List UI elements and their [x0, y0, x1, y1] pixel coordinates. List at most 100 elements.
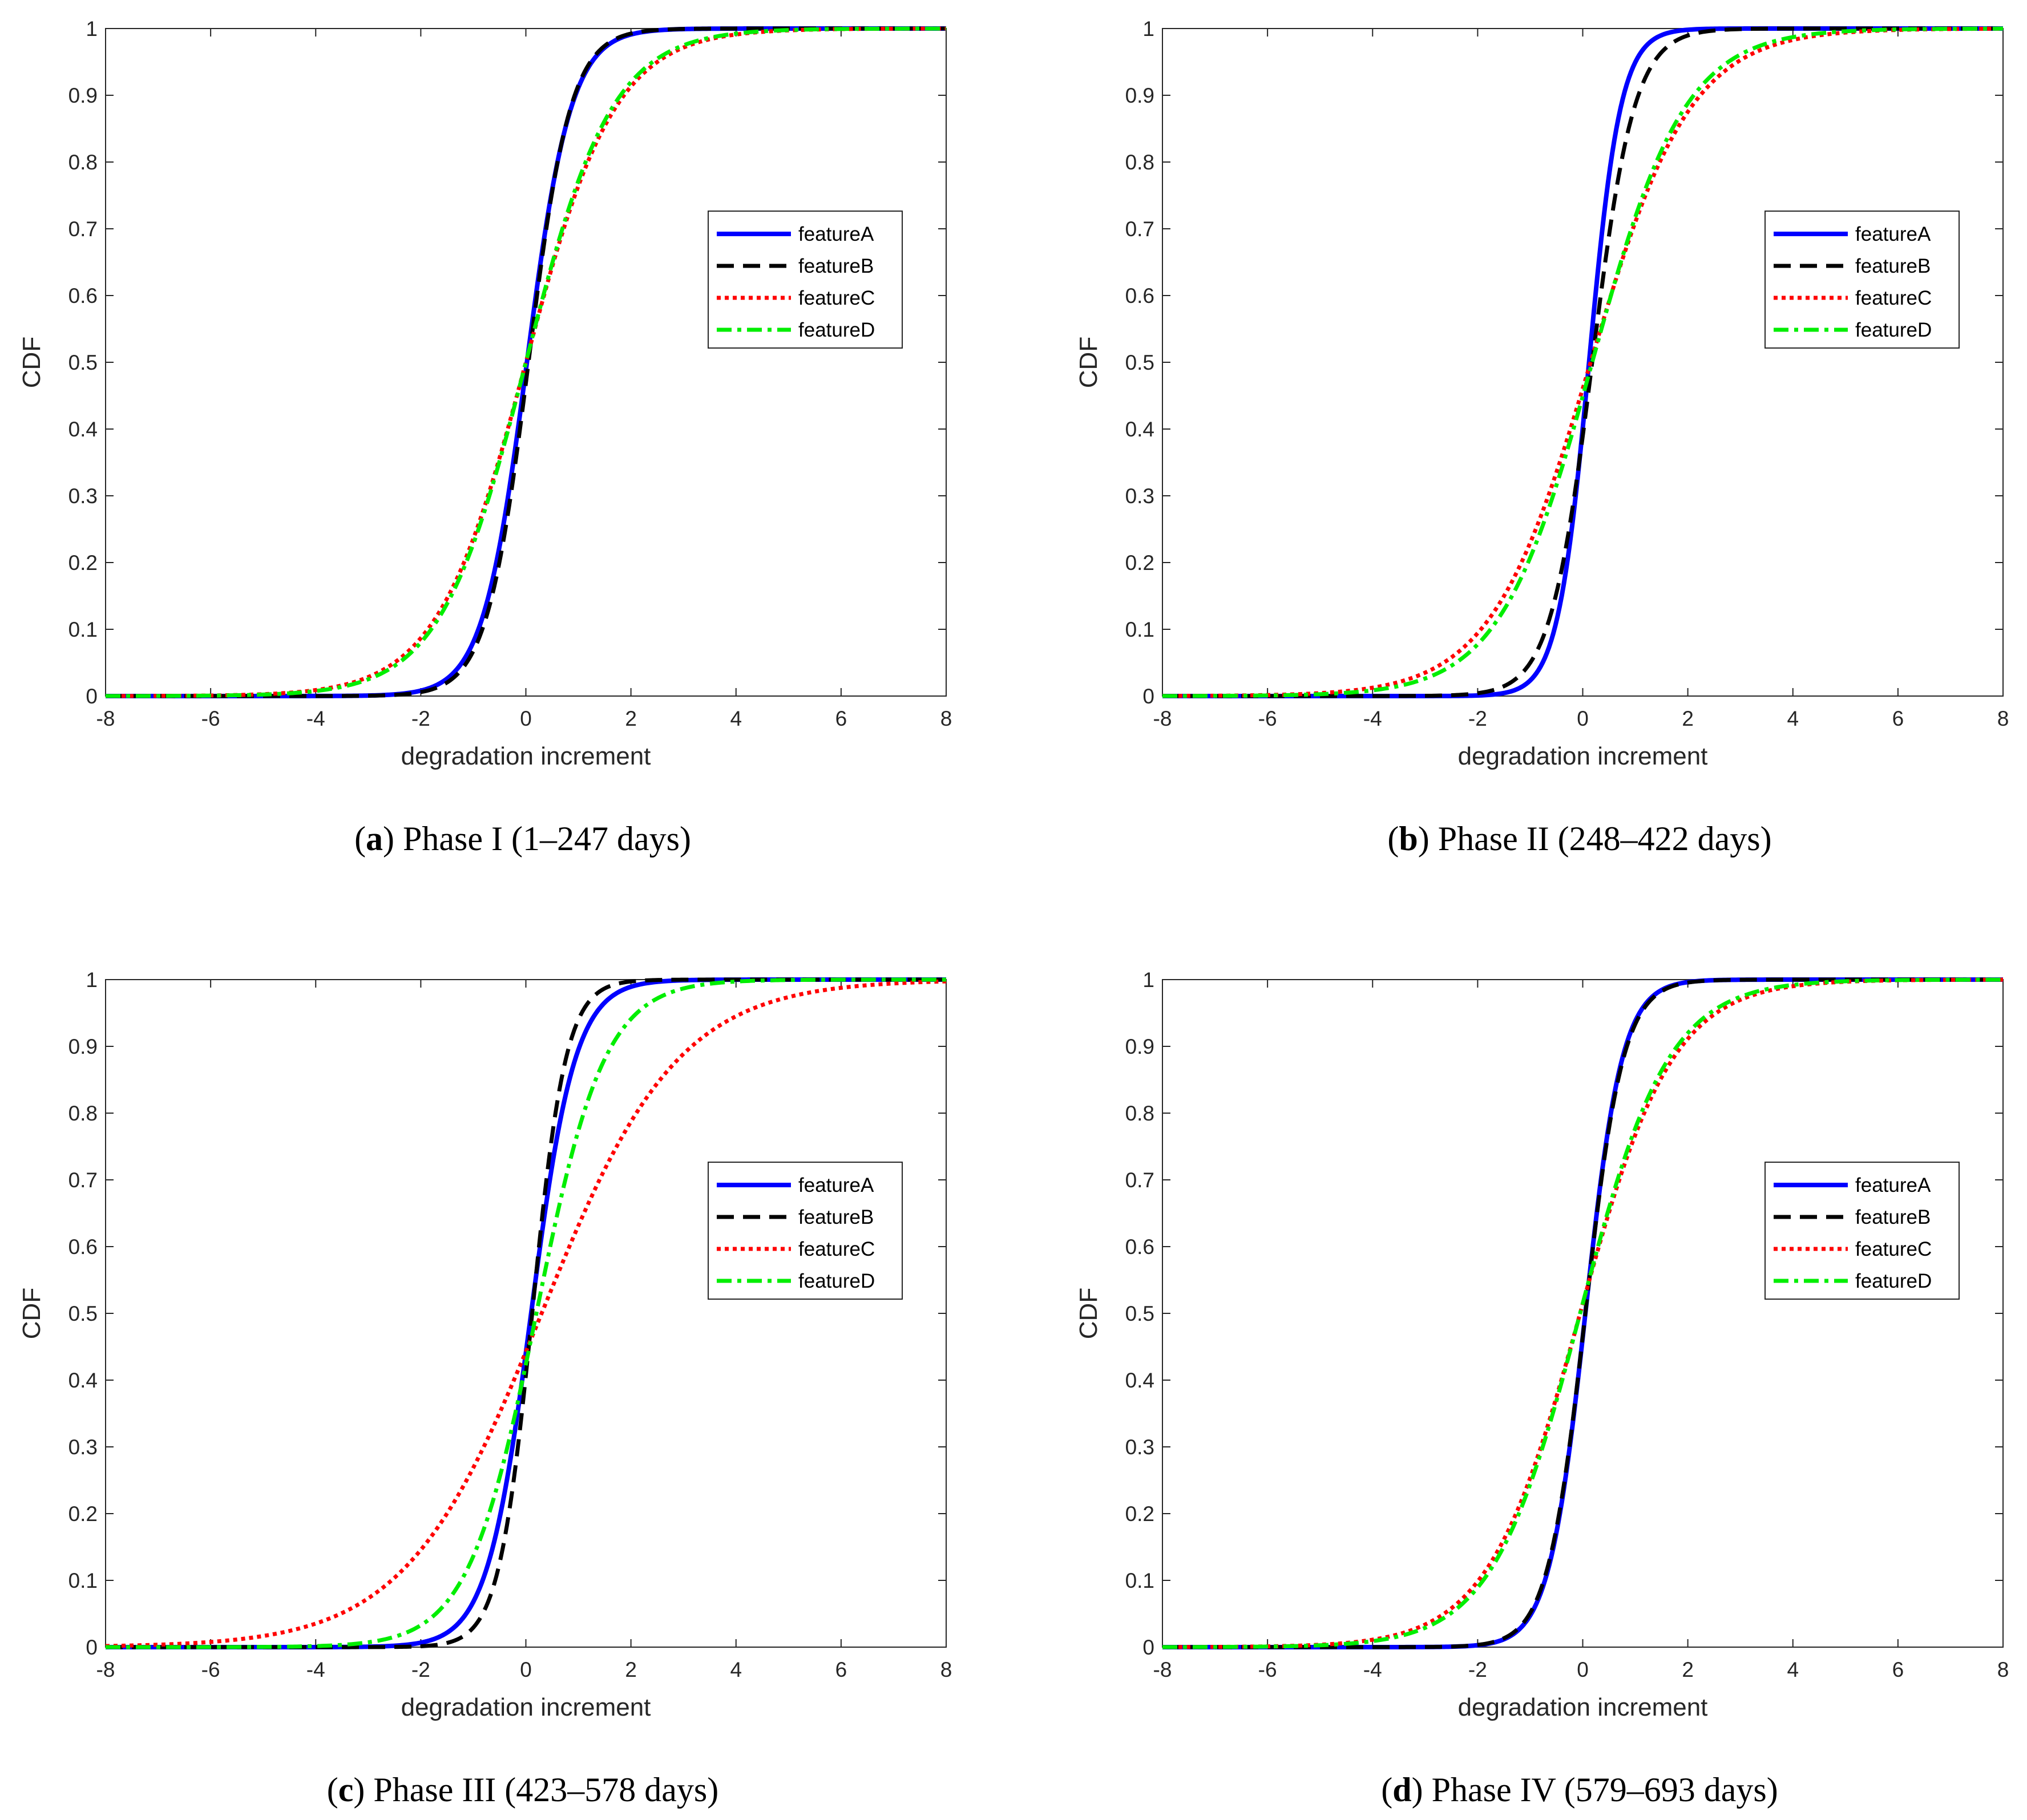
y-tick-label: 0.7	[68, 217, 98, 241]
y-tick-label: 0.7	[1125, 217, 1154, 241]
caption-paren-open: (	[354, 820, 366, 858]
plot-area	[1162, 28, 2004, 697]
panel-caption: (a) Phase I (1–247 days)	[354, 820, 691, 858]
legend-label-featureD: featureD	[1855, 1270, 1932, 1292]
legend-label-featureC: featureC	[1855, 287, 1932, 309]
caption-letter: c	[338, 1771, 354, 1809]
x-tick-label: -4	[306, 707, 325, 730]
x-tick-label: -8	[1153, 707, 1172, 730]
chart-panel-b: -8 -6 -4 -2 0 2 4 6 8 0 0.1 0.2 0.3 0.4 0.5 0.6 0.7 0.8 0.…	[1075, 17, 2009, 858]
y-tick-label: 0.9	[1125, 84, 1154, 107]
y-tick-label: 0.1	[1125, 1569, 1154, 1592]
series-line-featureD	[106, 977, 946, 1649]
caption-paren-open: (	[327, 1771, 338, 1809]
legend: featureA featureB featureC featureD	[1764, 211, 1960, 349]
x-tick-label: -4	[1363, 1658, 1382, 1681]
y-tick-label: 0	[86, 685, 98, 708]
legend-label-featureA: featureA	[798, 223, 874, 245]
y-tick-label: 0	[1142, 685, 1154, 708]
legend-label-featureC: featureC	[798, 1238, 875, 1260]
x-tick-label: 2	[625, 1658, 637, 1681]
y-tick-label: 0.9	[68, 84, 98, 107]
x-tick-label: 8	[940, 707, 952, 730]
chart-panel-a: -8 -6 -4 -2 0 2 4 6 8 0 0.1 0.2 0.3 0.4 0.5 0.6 0.7 0.8 0.…	[18, 17, 952, 858]
y-tick-label: 0.5	[68, 1302, 98, 1325]
legend-label-featureB: featureB	[798, 255, 874, 277]
y-axis-label: CDF	[1075, 337, 1103, 388]
x-tick-label: -8	[96, 707, 115, 730]
caption-paren-close: )	[1418, 820, 1430, 858]
y-tick-label: 0.6	[68, 1235, 98, 1259]
x-tick-label: -2	[411, 707, 430, 730]
panel-caption: (c) Phase III (423–578 days)	[327, 1771, 718, 1809]
x-tick-label: 6	[1892, 1658, 1904, 1681]
y-tick-label: 0.1	[68, 618, 98, 641]
y-axis-label: CDF	[18, 337, 46, 388]
y-tick-label: 0.6	[68, 284, 98, 308]
legend-label-featureD: featureD	[798, 1270, 875, 1292]
y-tick-label: 0.5	[1125, 1302, 1154, 1325]
y-tick-label: 1	[1142, 17, 1154, 41]
y-tick-label: 0.8	[1125, 151, 1154, 174]
series-line-featureD	[1162, 26, 2003, 698]
series-line-featureB	[1162, 977, 2003, 1649]
y-tick-label: 1	[86, 17, 98, 41]
caption-letter: b	[1399, 820, 1418, 858]
x-tick-label: -6	[201, 1658, 220, 1681]
chart-panel-c: -8 -6 -4 -2 0 2 4 6 8 0 0.1 0.2 0.3 0.4 0.5 0.6 0.7 0.8 0.…	[18, 968, 952, 1809]
series-line-featureD	[106, 26, 946, 698]
y-tick-label: 0.2	[1125, 551, 1154, 575]
legend: featureA featureB featureC featureD	[708, 1162, 903, 1300]
x-tick-label: -4	[1363, 707, 1382, 730]
panel-caption: (d) Phase IV (579–693 days)	[1381, 1771, 1778, 1809]
y-tick-label: 0.6	[1125, 284, 1154, 308]
y-tick-label: 0.7	[1125, 1168, 1154, 1192]
legend: featureA featureB featureC featureD	[708, 211, 903, 349]
x-tick-label: 6	[835, 707, 847, 730]
y-tick-label: 0.8	[68, 151, 98, 174]
y-tick-label: 0.2	[1125, 1502, 1154, 1526]
legend-label-featureC: featureC	[1855, 1238, 1932, 1260]
y-tick-label: 0.5	[1125, 351, 1154, 374]
legend-label-featureB: featureB	[1855, 255, 1931, 277]
x-tick-label: 0	[1577, 707, 1589, 730]
x-tick-label: 8	[1997, 1658, 2009, 1681]
y-axis-label: CDF	[1075, 1288, 1103, 1339]
caption-text: Phase IV (579–693 days)	[1423, 1771, 1778, 1809]
x-axis-label: degradation increment	[1458, 742, 1708, 770]
x-tick-label: -8	[96, 1658, 115, 1681]
y-tick-label: 0.1	[68, 1569, 98, 1592]
y-tick-label: 0.9	[68, 1035, 98, 1058]
legend-label-featureC: featureC	[798, 287, 875, 309]
x-tick-label: 4	[730, 707, 742, 730]
x-tick-label: -2	[411, 1658, 430, 1681]
legend-label-featureA: featureA	[1855, 1174, 1931, 1196]
x-tick-label: -6	[1258, 707, 1277, 730]
y-tick-label: 0.8	[1125, 1102, 1154, 1125]
panel-caption: (b) Phase II (248–422 days)	[1387, 820, 1771, 858]
legend-label-featureD: featureD	[1855, 319, 1932, 341]
y-tick-label: 0.4	[68, 418, 98, 441]
caption-text: Phase II (248–422 days)	[1430, 820, 1772, 858]
x-tick-label: -2	[1468, 707, 1487, 730]
y-tick-label: 0.2	[68, 551, 98, 575]
x-tick-label: -6	[201, 707, 220, 730]
y-tick-label: 0.3	[68, 1435, 98, 1459]
x-tick-label: 0	[520, 707, 532, 730]
x-tick-label: 2	[625, 707, 637, 730]
legend-label-featureD: featureD	[798, 319, 875, 341]
caption-paren-close: )	[383, 820, 394, 858]
x-tick-label: 8	[1997, 707, 2009, 730]
y-tick-label: 0	[86, 1636, 98, 1659]
legend-label-featureB: featureB	[1855, 1206, 1931, 1228]
x-tick-label: 2	[1682, 1658, 1694, 1681]
caption-letter: a	[366, 820, 383, 858]
plot-area	[105, 979, 947, 1648]
x-tick-label: 6	[835, 1658, 847, 1681]
x-tick-label: 2	[1682, 707, 1694, 730]
y-tick-label: 0	[1142, 1636, 1154, 1659]
caption-paren-open: (	[1387, 820, 1399, 858]
x-axis-label: degradation increment	[1458, 1693, 1708, 1721]
y-tick-label: 0.9	[1125, 1035, 1154, 1058]
